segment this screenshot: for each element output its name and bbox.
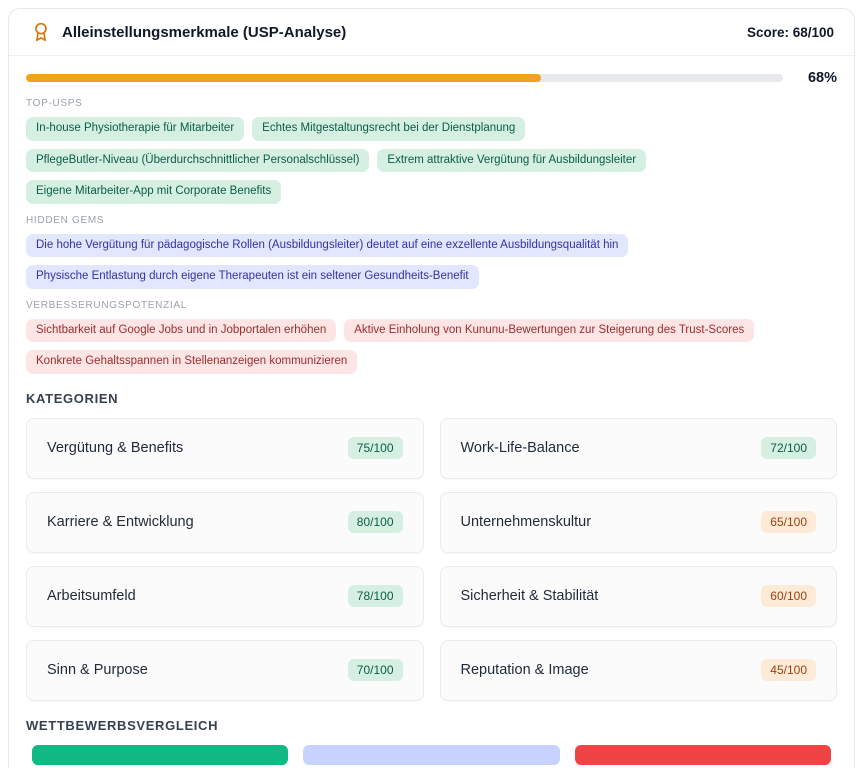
usp-tag: PflegeButler-Niveau (Überdurchschnittlic… xyxy=(26,148,370,173)
category-card: Sinn & Purpose 70/100 xyxy=(26,639,424,701)
category-score-badge: 45/100 xyxy=(761,659,816,682)
score-progress: 68% xyxy=(26,70,837,86)
category-score-badge: 60/100 xyxy=(761,585,816,608)
category-label: Reputation & Image xyxy=(460,662,589,679)
section-label-improvement: VERBESSERUNGSPOTENZIAL xyxy=(26,299,187,311)
category-card: Reputation & Image 45/100 xyxy=(439,639,837,701)
category-label: Sicherheit & Stabilität xyxy=(460,588,599,605)
category-score-badge: 65/100 xyxy=(761,511,816,534)
category-score-badge: 78/100 xyxy=(347,585,403,608)
usp-tag: Extrem attraktive Vergütung für Ausbildu… xyxy=(377,148,647,173)
usp-tag: In-house Physiotherapie für Mitarbeiter xyxy=(26,117,245,141)
category-card: Arbeitsumfeld 78/100 xyxy=(26,565,424,627)
progress-percent-label: 68% xyxy=(807,70,837,86)
section-improvement: VERBESSERUNGSPOTENZIAL Sichtbarkeit auf … xyxy=(26,300,837,374)
category-card: Sicherheit & Stabilität 60/100 xyxy=(439,565,837,627)
progress-fill xyxy=(26,74,541,82)
section-top-usps: TOP-USPS In-house Physiotherapie für Mit… xyxy=(26,98,837,204)
categories-heading: KATEGORIEN xyxy=(26,390,119,406)
category-card: Unternehmenskultur 65/100 xyxy=(439,491,837,553)
page-title: Alleinstellungsmerkmale (USP-Analyse) xyxy=(62,23,347,41)
panel-header: Alleinstellungsmerkmale (USP-Analyse) Sc… xyxy=(9,9,854,56)
category-label: Work-Life-Balance xyxy=(460,440,580,457)
improvement-tags: Sichtbarkeit auf Google Jobs und in Jobp… xyxy=(26,318,837,374)
improvement-tag: Sichtbarkeit auf Google Jobs und in Jobp… xyxy=(26,318,337,343)
improvement-tag: Aktive Einholung von Kununu-Bewertungen … xyxy=(344,318,755,343)
award-icon xyxy=(31,22,51,42)
section-label-hidden-gems: HIDDEN GEMS xyxy=(26,214,105,226)
category-score-badge: 80/100 xyxy=(347,511,403,534)
hidden-gems-tags: Die hohe Vergütung für pädagogische Roll… xyxy=(26,233,837,289)
competitor-bar xyxy=(32,744,289,765)
usp-analysis-panel: Alleinstellungsmerkmale (USP-Analyse) Sc… xyxy=(8,8,855,768)
category-label: Vergütung & Benefits xyxy=(47,440,184,457)
top-usps-tags: In-house Physiotherapie für Mitarbeiter … xyxy=(26,117,837,204)
usp-tag: Echtes Mitgestaltungsrecht bei der Diens… xyxy=(252,117,526,141)
category-label: Sinn & Purpose xyxy=(47,662,148,679)
section-hidden-gems: HIDDEN GEMS Die hohe Vergütung für pädag… xyxy=(26,215,837,289)
category-score-badge: 75/100 xyxy=(347,437,403,460)
section-label-top-usps: TOP-USPS xyxy=(26,98,83,109)
category-score-badge: 70/100 xyxy=(347,659,403,682)
category-label: Unternehmenskultur xyxy=(460,514,592,531)
category-card: Vergütung & Benefits 75/100 xyxy=(26,417,424,479)
progress-track xyxy=(26,74,783,82)
competitor-bar xyxy=(303,744,560,765)
category-score-badge: 72/100 xyxy=(761,437,816,460)
hidden-gem-tag: Physische Entlastung durch eigene Therap… xyxy=(26,265,479,289)
category-card: Work-Life-Balance 72/100 xyxy=(439,417,837,479)
competitor-bars xyxy=(32,744,831,765)
usp-tag: Eigene Mitarbeiter-App mit Corporate Ben… xyxy=(26,180,282,204)
category-cards: Vergütung & Benefits 75/100 Work-Life-Ba… xyxy=(26,417,837,701)
category-label: Karriere & Entwicklung xyxy=(47,514,194,531)
category-card: Karriere & Entwicklung 80/100 xyxy=(26,491,424,553)
competitor-bar xyxy=(574,744,831,765)
score-label: Score: 68/100 xyxy=(746,24,834,40)
category-label: Arbeitsumfeld xyxy=(47,588,136,605)
hidden-gem-tag: Die hohe Vergütung für pädagogische Roll… xyxy=(26,233,629,258)
competitors-heading: WETTBEWERBSVERGLEICH xyxy=(26,717,219,733)
improvement-tag: Konkrete Gehaltsspannen in Stellenanzeig… xyxy=(26,350,358,374)
